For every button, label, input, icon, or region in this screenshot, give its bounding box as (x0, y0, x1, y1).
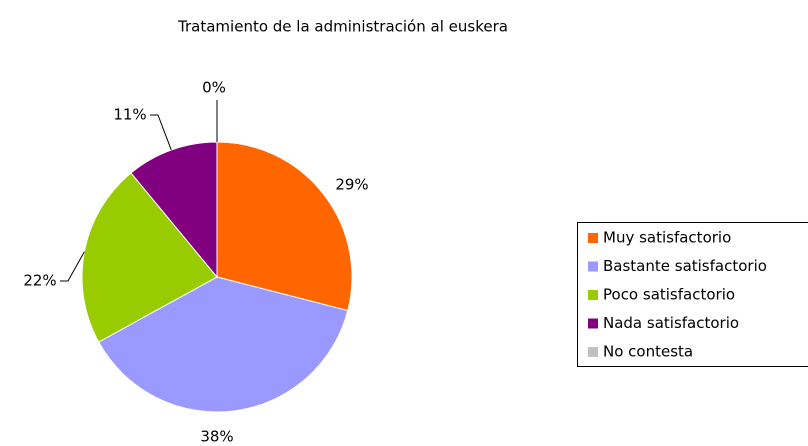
pie-slice (130, 141, 218, 279)
data-label: 38% (200, 428, 233, 446)
pie-slice (98, 276, 349, 413)
legend-swatch (588, 347, 598, 357)
leader-line (150, 114, 172, 151)
legend-swatch (588, 318, 598, 329)
chart-title: Tratamiento de la administración al eusk… (177, 18, 508, 36)
legend-label: No contesta (603, 343, 693, 361)
legend-swatch (588, 233, 598, 243)
legend-label: Nada satisfactorio (603, 314, 739, 332)
legend-label: Bastante satisfactorio (603, 257, 767, 275)
data-label: 22% (23, 272, 56, 290)
leader-line (60, 251, 85, 282)
data-label: 29% (335, 176, 368, 194)
legend-label: Poco satisfactorio (603, 286, 735, 304)
legend-box (577, 222, 808, 367)
data-label: 0% (202, 79, 226, 97)
legend-swatch (588, 261, 598, 272)
pie-slice (216, 141, 353, 312)
legend-label: Muy satisfactorio (603, 229, 731, 247)
legend-swatch (588, 290, 598, 300)
data-label: 11% (113, 106, 146, 124)
